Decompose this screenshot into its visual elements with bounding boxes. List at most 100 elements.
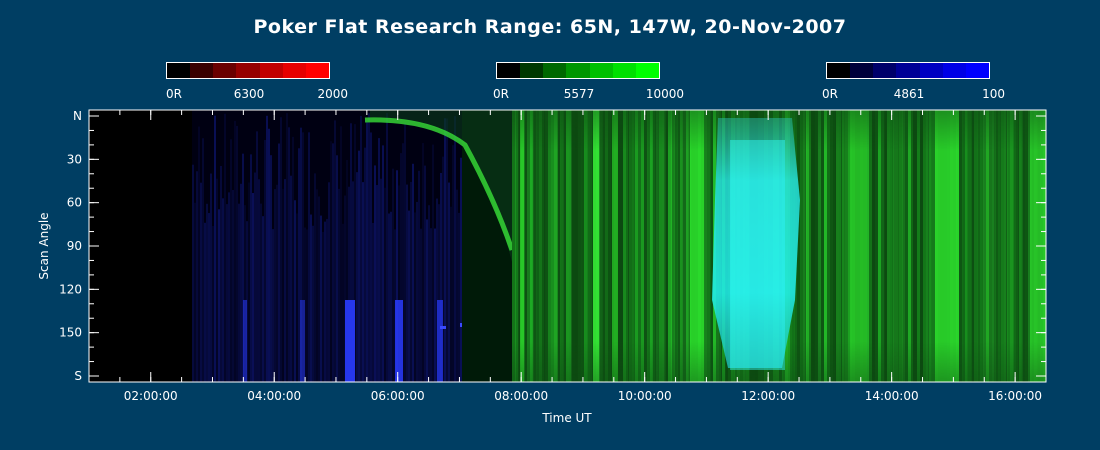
blue-streak — [270, 155, 272, 382]
blue-streak — [220, 165, 222, 382]
colorbar-swatch — [919, 63, 943, 78]
blue-streak — [382, 145, 384, 382]
colorbar-5577-max-label: 10000 — [645, 87, 684, 101]
green-band — [617, 110, 620, 382]
colorbar-swatch — [520, 63, 544, 78]
green-band — [641, 110, 644, 382]
green-band — [1016, 110, 1021, 382]
blue-streak — [228, 192, 230, 382]
green-band — [653, 110, 658, 382]
green-band — [629, 110, 634, 382]
blue-streak — [204, 222, 206, 382]
blue-streak — [398, 185, 400, 382]
blue-streak — [344, 195, 346, 382]
blue-streak — [406, 184, 408, 382]
keogram-arc — [364, 117, 515, 251]
colorbar-6300 — [166, 62, 330, 79]
keogram-image — [192, 110, 1046, 382]
blue-streak — [330, 141, 332, 382]
green-band — [602, 110, 605, 382]
x-tick-label: 10:00:00 — [618, 389, 672, 403]
colorbar-swatch — [635, 63, 659, 78]
blue-streak — [258, 179, 260, 382]
green-band — [986, 110, 989, 382]
blue-streak — [274, 189, 276, 382]
keogram-cyan-core — [712, 118, 800, 368]
green-band — [569, 110, 572, 382]
green-band — [974, 110, 978, 382]
colorbar-swatch — [190, 63, 214, 78]
green-band — [914, 110, 919, 382]
green-band — [830, 110, 835, 382]
x-tick-label: 14:00:00 — [865, 389, 919, 403]
y-tick-label: 150 — [59, 326, 82, 340]
green-band — [959, 110, 963, 382]
blue-streak — [210, 173, 212, 382]
green-band — [932, 110, 936, 382]
green-band — [605, 110, 608, 382]
blue-streak — [292, 136, 294, 382]
green-band — [893, 110, 898, 382]
green-band — [710, 110, 715, 382]
green-band — [800, 110, 805, 382]
colorbar-swatch — [213, 63, 237, 78]
x-tick-label: 04:00:00 — [247, 389, 301, 403]
blue-streak — [404, 123, 406, 382]
blue-streak — [234, 120, 236, 382]
blue-streak — [328, 182, 330, 382]
green-band — [512, 110, 516, 382]
green-band — [803, 110, 807, 382]
blue-streak — [226, 204, 228, 382]
green-band — [1022, 110, 1027, 382]
green-band — [548, 110, 551, 382]
colorbar-4861 — [826, 62, 990, 79]
blue-streak — [288, 127, 290, 382]
blue-streak — [378, 138, 380, 382]
green-band — [797, 110, 801, 382]
green-band — [1010, 110, 1014, 382]
green-band — [539, 110, 544, 382]
colorbar-swatch — [259, 63, 283, 78]
green-band — [527, 110, 532, 382]
blue-streak — [338, 188, 340, 382]
blue-streak — [432, 144, 434, 382]
blue-streak — [424, 165, 426, 382]
green-band — [671, 110, 675, 382]
blue-streak — [458, 212, 460, 382]
colorbar-swatch — [850, 63, 874, 78]
blue-streak — [456, 189, 458, 382]
blue-streak — [346, 159, 348, 382]
y-axis-label: Scan Angle — [37, 212, 51, 279]
green-band — [899, 110, 903, 382]
x-tick-label: 02:00:00 — [124, 389, 178, 403]
green-band — [917, 110, 920, 382]
green-band — [587, 110, 592, 382]
green-band — [635, 110, 638, 382]
colorbar-swatch — [543, 63, 567, 78]
blue-streak — [200, 182, 202, 382]
blue-streak — [360, 115, 362, 382]
green-band — [566, 110, 571, 382]
blue-streak — [422, 143, 424, 382]
green-band-bright — [690, 110, 704, 382]
blue-streak — [334, 120, 336, 382]
blue-streak — [430, 228, 432, 382]
colorbar-5577-mid-label: 5577 — [563, 87, 595, 101]
blue-streak — [324, 221, 326, 382]
keogram-cyan-center — [730, 140, 785, 370]
y-tick-label: 30 — [67, 152, 82, 166]
green-band — [821, 110, 824, 382]
blue-streak — [300, 127, 302, 382]
colorbar-swatch — [282, 63, 306, 78]
blue-streak — [236, 125, 238, 382]
blue-streak — [400, 153, 402, 382]
green-band — [677, 110, 682, 382]
colorbar-swatch — [589, 63, 613, 78]
colorbar-6300-max-label: 2000 — [317, 87, 348, 101]
blue-streak — [290, 175, 292, 382]
green-band-bright — [935, 110, 959, 382]
green-band — [683, 110, 688, 382]
blue-streak — [446, 118, 448, 382]
blue-streak — [356, 172, 358, 382]
